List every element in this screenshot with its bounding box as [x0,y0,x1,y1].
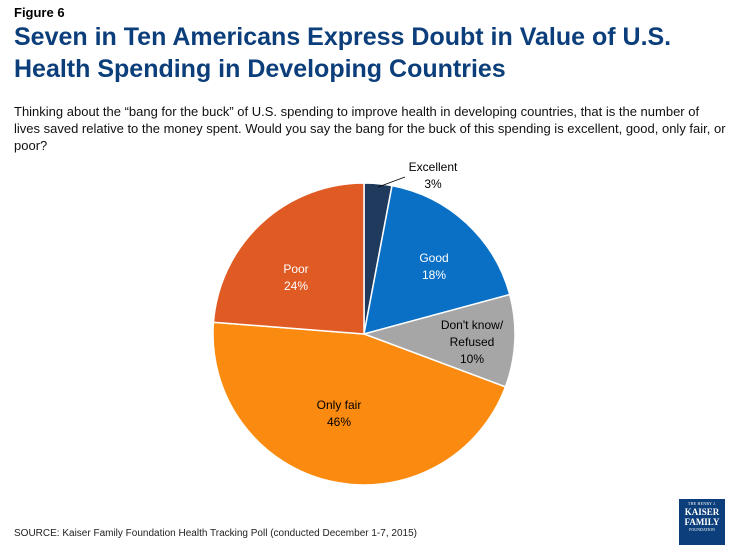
slice-label-don-t-know-refused-2: Refused [450,335,495,349]
leader-line-excellent [377,176,406,188]
slice-label-poor: Poor [283,262,308,276]
logo-line-3: FAMILY [684,517,720,527]
chart-title: Seven in Ten Americans Express Doubt in … [14,23,672,83]
chart-subtitle: Thinking about the “bang for the buck” o… [14,104,726,153]
slice-label-excellent: Excellent [409,160,458,174]
logo-line-4: FOUNDATION [689,527,715,532]
pie-slice-don-t-know-refused [361,293,516,388]
slice-label-don-t-know-refused-1: Don't know/ [441,318,504,332]
slice-label-only-fair: Only fair [317,398,362,412]
slice-value-only-fair: 46% [327,415,351,429]
logo-line-2: KAISER [684,507,720,517]
pie-slice-poor [212,182,365,335]
logo-line-1: THE HENRY J. [687,501,717,506]
slice-value-poor: 24% [284,279,308,293]
pie-slice-only-fair [212,321,507,486]
slice-value-don-t-know-refused: 10% [460,352,484,366]
slice-value-excellent: 3% [424,177,442,191]
figure-label: Figure 6 [14,5,65,20]
source-note: SOURCE: Kaiser Family Foundation Health … [14,528,417,539]
slice-value-good: 18% [422,268,446,282]
kff-logo: THE HENRY J. KAISER FAMILY FOUNDATION [679,499,725,545]
slice-label-good: Good [419,251,448,265]
pie-slice-good [363,184,511,336]
